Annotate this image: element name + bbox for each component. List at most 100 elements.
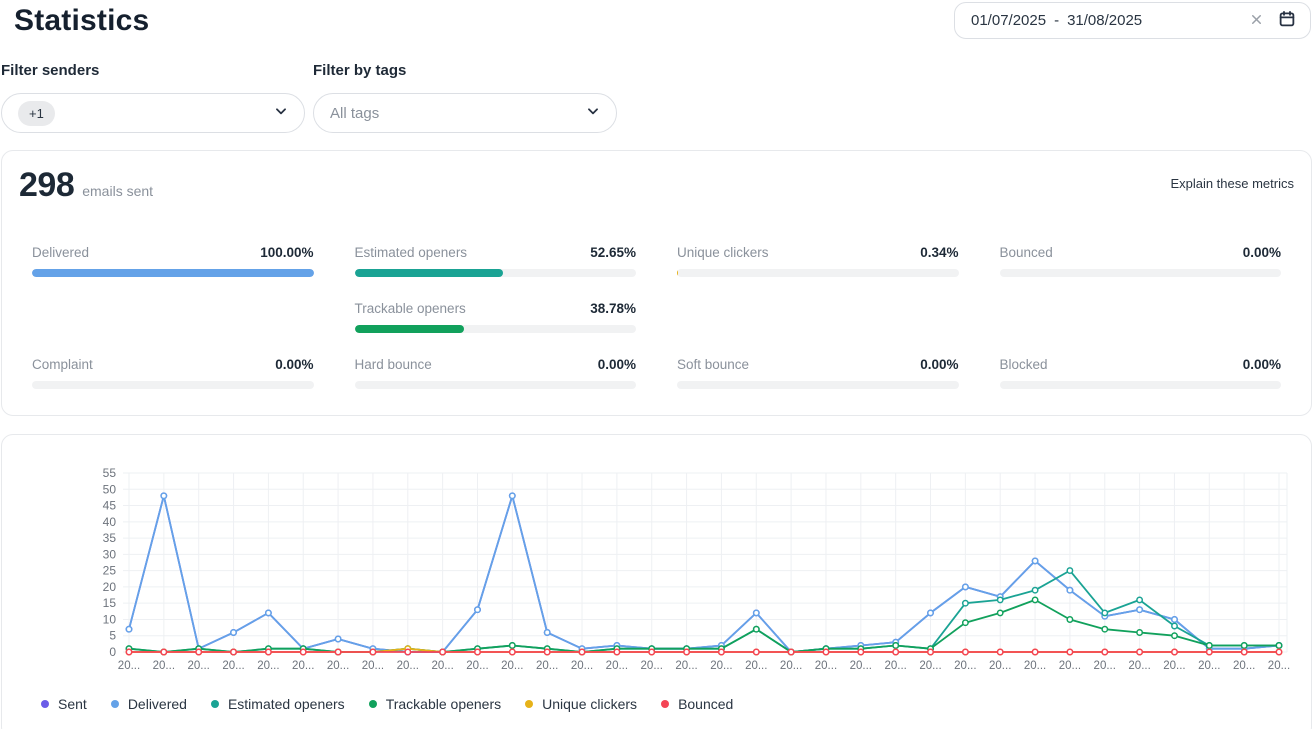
svg-text:20...: 20... [954, 660, 976, 672]
legend-item[interactable]: Trackable openers [368, 696, 502, 712]
svg-text:20...: 20... [780, 660, 802, 672]
metric-value: 100.00% [260, 245, 314, 260]
svg-text:20...: 20... [1059, 660, 1081, 672]
date-separator: - [1054, 12, 1060, 29]
metric-cell: Blocked 0.00% [999, 357, 1281, 389]
metric-progress-fill [677, 269, 678, 277]
legend-label: Delivered [127, 696, 187, 712]
svg-text:30: 30 [103, 547, 117, 561]
date-range-value: 01/07/2025 - 31/08/2025 [971, 12, 1237, 29]
filters-row: Filter senders +1 Filter by tags All tag… [1, 62, 1312, 133]
svg-text:20...: 20... [919, 660, 941, 672]
svg-text:25: 25 [103, 564, 117, 578]
metric-cell: Bounced 0.00% [999, 245, 1281, 277]
metric-label: Complaint [32, 357, 93, 372]
metric-progress-bar [354, 381, 636, 389]
legend-dot-icon [525, 700, 534, 708]
metric-value: 0.00% [275, 357, 314, 372]
svg-text:20...: 20... [431, 660, 453, 672]
svg-text:10: 10 [103, 612, 117, 626]
svg-text:20...: 20... [466, 660, 488, 672]
chart-card: 0 5 10 15 20 25 30 35 40 45 50 55 20... 20... 20... 20.… [1, 434, 1312, 729]
filter-senders-label: Filter senders [1, 62, 100, 79]
legend-item[interactable]: Unique clickers [525, 696, 637, 712]
filter-tags-label: Filter by tags [313, 62, 407, 79]
svg-text:20...: 20... [641, 660, 663, 672]
legend-label: Trackable openers [385, 696, 502, 712]
metric-cell: Unique clickers 0.34% [677, 245, 959, 277]
svg-text:20...: 20... [222, 660, 244, 672]
metric-value: 0.00% [1242, 357, 1281, 372]
svg-text:45: 45 [103, 499, 117, 513]
svg-text:20...: 20... [1268, 660, 1290, 672]
svg-text:20...: 20... [397, 660, 419, 672]
legend-label: Bounced [678, 696, 734, 712]
explain-metrics-link[interactable]: Explain these metrics [1170, 176, 1294, 191]
open-calendar-button[interactable] [1276, 8, 1298, 33]
svg-text:20...: 20... [292, 660, 314, 672]
svg-text:20...: 20... [606, 660, 628, 672]
metric-cell: Delivered 100.00% [32, 245, 314, 277]
chevron-down-icon [586, 104, 600, 123]
metric-value: 0.00% [920, 357, 959, 372]
svg-text:20...: 20... [571, 660, 593, 672]
svg-text:20...: 20... [675, 660, 697, 672]
legend-label: Unique clickers [542, 696, 638, 712]
svg-text:20...: 20... [1163, 660, 1185, 672]
chart-legend: Sent Delivered Estimated openers Trackable … [2, 696, 1311, 712]
legend-label: Sent [58, 696, 87, 712]
clear-date-button[interactable] [1247, 10, 1266, 32]
metric-label: Unique clickers [677, 245, 769, 260]
date-start: 01/07/2025 [971, 12, 1047, 29]
metric-progress-bar [677, 269, 959, 277]
svg-text:50: 50 [103, 482, 117, 496]
svg-text:20: 20 [103, 580, 117, 594]
chevron-down-icon [274, 104, 288, 123]
svg-text:20...: 20... [1128, 660, 1150, 672]
metric-progress-bar [999, 381, 1281, 389]
legend-item[interactable]: Estimated openers [210, 696, 345, 712]
metric-value: 0.00% [597, 357, 636, 372]
metric-label: Estimated openers [354, 245, 468, 260]
metric-progress-bar [677, 381, 959, 389]
legend-item[interactable]: Delivered [110, 696, 187, 712]
metric-progress-fill [32, 269, 314, 277]
metric-label: Hard bounce [354, 357, 432, 372]
svg-text:20...: 20... [118, 660, 140, 672]
date-range-picker[interactable]: 01/07/2025 - 31/08/2025 [954, 2, 1311, 39]
svg-text:20...: 20... [536, 660, 558, 672]
metric-progress-fill [354, 325, 464, 333]
metric-progress-bar [999, 269, 1281, 277]
svg-text:15: 15 [103, 596, 117, 610]
metric-cell: Trackable openers 38.78% [354, 301, 636, 333]
legend-item[interactable]: Sent [41, 696, 87, 712]
metrics-header: 298 emails sent Explain these metrics [2, 166, 1311, 205]
traffic-chart: 0 5 10 15 20 25 30 35 40 45 50 55 20... 20... 20... 20.… [2, 451, 1311, 680]
tags-select[interactable]: All tags [313, 93, 617, 133]
filter-tags-group: Filter by tags All tags [313, 62, 617, 133]
metric-progress-bar [354, 325, 636, 333]
legend-dot-icon [210, 700, 219, 708]
senders-select[interactable]: +1 [1, 93, 305, 133]
legend-dot-icon [110, 700, 119, 708]
svg-text:20...: 20... [327, 660, 349, 672]
metric-cell: Soft bounce 0.00% [677, 357, 959, 389]
metric-cell: Estimated openers 52.65% [354, 245, 636, 277]
svg-text:20...: 20... [710, 660, 732, 672]
metric-value: 0.34% [920, 245, 959, 260]
svg-text:20...: 20... [815, 660, 837, 672]
emails-sent-number: 298 [19, 166, 75, 204]
page-title: Statistics [14, 4, 150, 37]
metrics-card: 298 emails sent Explain these metrics De… [1, 150, 1312, 416]
legend-item[interactable]: Bounced [661, 696, 733, 712]
svg-text:20...: 20... [884, 660, 906, 672]
metric-value: 38.78% [590, 301, 636, 316]
svg-text:20...: 20... [1094, 660, 1116, 672]
svg-text:20...: 20... [501, 660, 523, 672]
svg-text:20...: 20... [850, 660, 872, 672]
senders-count-chip: +1 [18, 100, 55, 126]
metric-progress-bar [354, 269, 636, 277]
legend-label: Estimated openers [227, 696, 345, 712]
svg-text:20...: 20... [1198, 660, 1220, 672]
